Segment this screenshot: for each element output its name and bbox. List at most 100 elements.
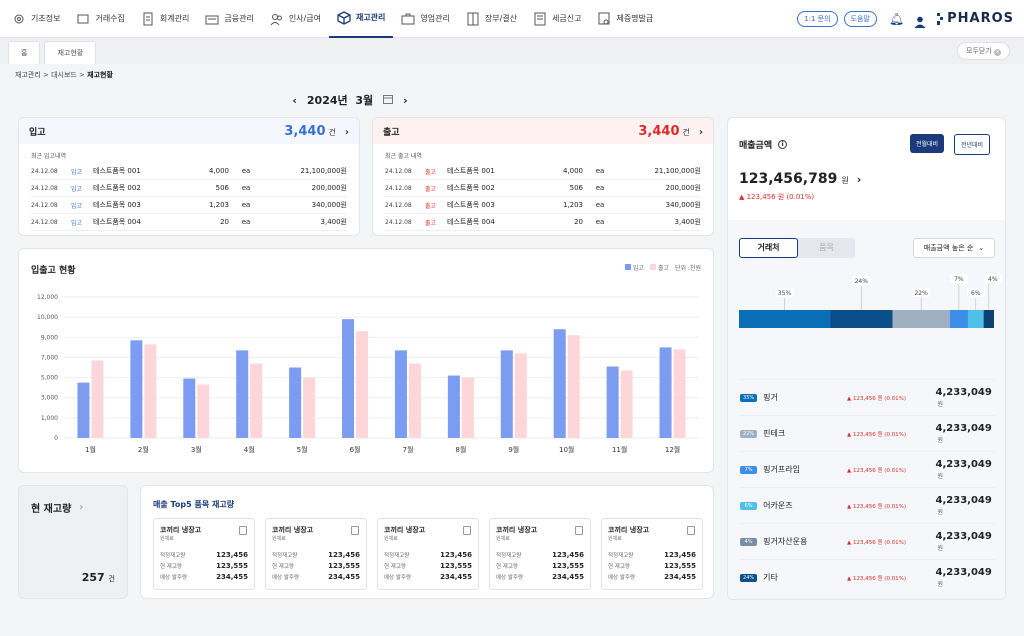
share-segment[interactable] <box>967 310 984 328</box>
user-icon[interactable] <box>914 13 926 28</box>
outbound-bar[interactable] <box>461 377 474 438</box>
top5-item[interactable]: 코끼리 냉장고 원재료 적정재고량 123,456 현 재고량 123,555 예상 발주량… <box>377 518 479 590</box>
outbound-bar[interactable] <box>673 349 686 438</box>
chevron-right-icon: › <box>698 126 703 138</box>
nav-item-8[interactable]: 세금신고 <box>525 0 589 38</box>
month-compare-button[interactable]: 전월대비 <box>910 134 945 153</box>
share-segment[interactable] <box>892 310 950 328</box>
breadcrumb: 재고관리 > 대시보드 > 재고현황 <box>15 70 113 80</box>
inbound-bar[interactable] <box>500 350 513 438</box>
inbound-bar[interactable] <box>659 347 672 438</box>
share-label-bg <box>912 288 931 297</box>
sales-row[interactable]: 22% 핀테크 ▲ 123,456 원 (0.01%) 4,233,049 원 <box>740 415 995 451</box>
client-value: 4,233,049 <box>935 566 992 578</box>
nav-item-3[interactable]: 금융관리 <box>197 0 261 38</box>
chevron-right-icon[interactable]: › <box>856 173 862 186</box>
table-row[interactable]: 24.12.08 입고 테스트품목 004 20 ea 3,400원 <box>31 214 347 231</box>
table-row[interactable]: 24.12.08 입고 테스트품목 001 4,000 ea 21,100,000원 <box>31 163 347 180</box>
inbound-bar[interactable] <box>606 366 619 438</box>
inbound-bar[interactable] <box>394 350 407 438</box>
sales-row[interactable]: 6% 어카운즈 ▲ 123,456 원 (0.01%) 4,233,049 원 <box>740 487 995 523</box>
inquiry-button[interactable]: 1:1 문의 <box>797 10 838 27</box>
share-segment[interactable] <box>949 310 968 328</box>
year-compare-button[interactable]: 전년대비 <box>954 134 991 155</box>
client-unit: 원 <box>937 400 944 408</box>
share-segment[interactable] <box>830 310 893 328</box>
top5-item[interactable]: 코끼리 냉장고 원재료 적정재고량 123,456 현 재고량 123,555 예상 발주량… <box>265 518 367 590</box>
prev-month-icon[interactable]: ‹ <box>292 93 297 107</box>
current-stock-card[interactable]: 현 재고량 › 257 건 <box>18 485 128 599</box>
outbound-unit: 건 <box>682 127 690 137</box>
nav-item-7[interactable]: 장부/결산 <box>458 0 525 38</box>
outbound-bar[interactable] <box>567 335 580 438</box>
share-label: 6% <box>971 290 981 297</box>
outbound-bar[interactable] <box>197 384 210 438</box>
table-row[interactable]: 24.12.08 출고 테스트품목 002 506 ea 200,000원 <box>385 180 701 197</box>
bar-chart: 12,000 10,000 9,000 7,000 5,000 3,000 1,000 0 1월… <box>37 294 699 454</box>
bell-icon[interactable]: 🔔︎ <box>888 11 905 26</box>
inbound-bar[interactable] <box>447 375 460 438</box>
clipboard-icon <box>575 526 583 535</box>
x-tick-label: 5월 <box>297 445 308 454</box>
inbound-bar[interactable] <box>553 329 566 438</box>
top5-item[interactable]: 코끼리 냉장고 원재료 적정재고량 123,456 현 재고량 123,555 예상 발주량… <box>153 518 255 590</box>
table-row[interactable]: 24.12.08 출고 테스트품목 001 4,000 ea 21,100,000원 <box>385 163 701 180</box>
share-label-bg <box>949 274 968 283</box>
next-month-icon[interactable]: › <box>403 93 408 107</box>
nav-item-5[interactable]: 재고관리 <box>328 0 394 38</box>
top5-item[interactable]: 코끼리 냉장고 원재료 적정재고량 123,456 현 재고량 123,555 예상 발주량… <box>489 518 591 590</box>
share-segment[interactable] <box>739 310 831 328</box>
outbound-bar[interactable] <box>514 353 527 438</box>
share-label: 22% <box>914 290 928 297</box>
nav-item-0[interactable]: 기초정보 <box>4 0 68 38</box>
inbound-bar[interactable] <box>77 382 90 438</box>
inbound-header[interactable]: 입고 3,440 건 › <box>19 118 359 144</box>
calendar-icon[interactable] <box>383 94 394 107</box>
outbound-bar[interactable] <box>250 363 263 438</box>
top5-item[interactable]: 코끼리 냉장고 원재료 적정재고량 123,456 현 재고량 123,555 예상 발주량… <box>601 518 703 590</box>
row-name: 테스트품목 001 <box>447 167 495 175</box>
share-badge: 6% <box>740 501 758 510</box>
outbound-subtitle: 최근 출고 내역 <box>385 153 422 160</box>
tab-home[interactable]: 홈 <box>8 41 41 64</box>
row-qty: 20 <box>220 218 229 226</box>
segment-control: 거래처 품목 <box>739 238 855 258</box>
close-all-button[interactable]: 모두닫기 × <box>957 42 1010 60</box>
nav-item-2[interactable]: 회계관리 <box>133 0 197 38</box>
outbound-bar[interactable] <box>144 344 157 438</box>
inbound-bar[interactable] <box>130 340 143 438</box>
nav-item-4[interactable]: 인사/급여 <box>262 0 329 38</box>
inbound-bar[interactable] <box>183 378 196 438</box>
sort-select[interactable]: 매출금액 높은 순 ⌄ <box>913 238 995 258</box>
y-tick-label: 10,000 <box>37 314 58 321</box>
help-button[interactable]: 도움말 <box>843 10 877 27</box>
inbound-bar[interactable] <box>289 367 302 439</box>
outbound-bar[interactable] <box>303 377 316 438</box>
tab-item[interactable]: 품목 <box>819 243 834 252</box>
outbound-bar[interactable] <box>620 370 633 438</box>
table-row[interactable]: 24.12.08 입고 테스트품목 002 506 ea 200,000원 <box>31 180 347 197</box>
outbound-bar[interactable] <box>408 363 421 438</box>
nav-item-6[interactable]: 영업관리 <box>393 0 457 38</box>
table-row[interactable]: 24.12.08 출고 테스트품목 003 1,203 ea 340,000원 <box>385 197 701 214</box>
sales-row[interactable]: 35% 핑거 ▲ 123,456 원 (0.01%) 4,233,049 원 <box>740 379 995 415</box>
share-segment[interactable] <box>983 310 994 328</box>
client-change: ▲ 123,456 원 (0.01%) <box>847 539 907 546</box>
sales-row[interactable]: 7% 핑거프라임 ▲ 123,456 원 (0.01%) 4,233,049 원 <box>740 451 995 487</box>
row-type: 출고 <box>425 185 437 193</box>
sales-row[interactable]: 24% 기타 ▲ 123,456 원 (0.01%) 4,233,049 원 <box>740 559 995 595</box>
nav-item-9[interactable]: 제증명발급 <box>589 0 661 38</box>
item-stat: 적정재고량 123,456 <box>272 551 360 559</box>
tab-inventory-status[interactable]: 재고현황 <box>44 41 97 64</box>
info-icon[interactable]: i <box>778 140 788 149</box>
inbound-bar[interactable] <box>236 350 249 438</box>
inbound-bar[interactable] <box>342 319 355 438</box>
nav-item-1[interactable]: 거래수집 <box>68 0 132 38</box>
table-row[interactable]: 24.12.08 출고 테스트품목 004 20 ea 3,400원 <box>385 214 701 231</box>
outbound-header[interactable]: 출고 3,440 건 › <box>373 118 713 144</box>
outbound-bar[interactable] <box>91 360 104 438</box>
outbound-bar[interactable] <box>356 331 369 438</box>
sales-row[interactable]: 4% 핑거자산운용 ▲ 123,456 원 (0.01%) 4,233,049 원 <box>740 523 995 559</box>
table-row[interactable]: 24.12.08 입고 테스트품목 003 1,203 ea 340,000원 <box>31 197 347 214</box>
tab-client[interactable]: 거래처 <box>739 238 798 258</box>
